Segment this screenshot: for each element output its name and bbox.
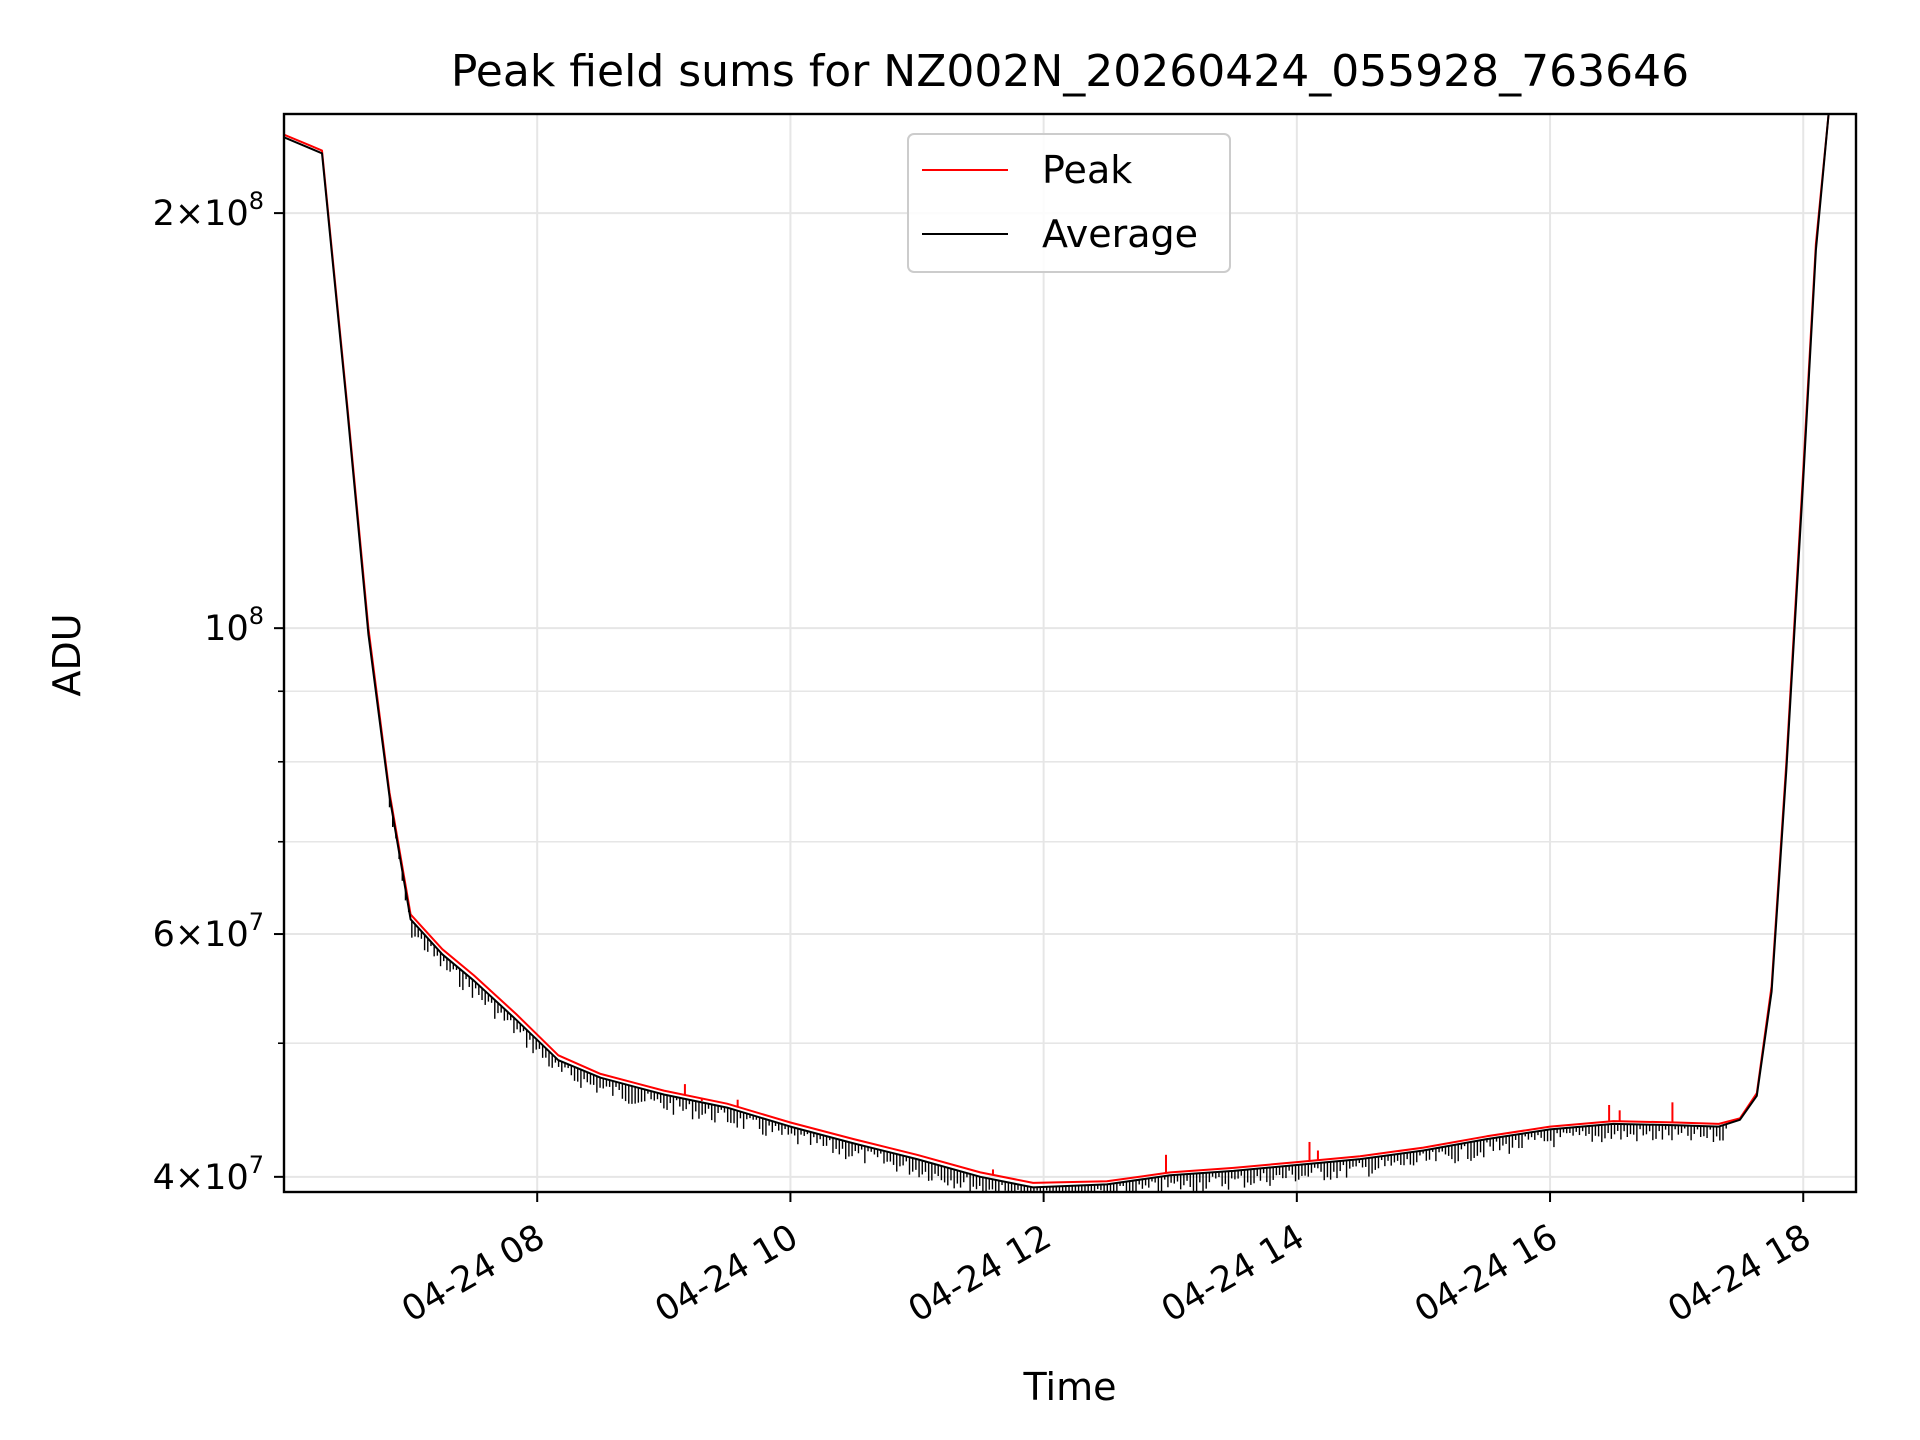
legend-box [907, 133, 1231, 273]
average-noise [388, 796, 1727, 1192]
legend-label-peak: Peak [1042, 148, 1132, 192]
plot-area [284, 114, 1830, 1192]
x-axis-label: Time [1023, 1365, 1117, 1409]
chart-title: Peak field sums for NZ002N_20260424_0559… [451, 46, 1689, 97]
y-tick-label: 2×108 [153, 187, 264, 234]
axes-frame [282, 112, 1858, 1194]
legend: Peak Average [907, 133, 1231, 273]
y-tick-label: 4×107 [153, 1151, 264, 1198]
series-line-average [284, 114, 1830, 1189]
y-axis-label: ADU [45, 613, 89, 696]
legend-label-average: Average [1042, 212, 1198, 256]
y-tick-label: 6×107 [153, 908, 264, 955]
y-ticks: 4×107 6×107 108 2×108 [153, 187, 284, 1198]
y-tick-label: 108 [204, 602, 264, 649]
